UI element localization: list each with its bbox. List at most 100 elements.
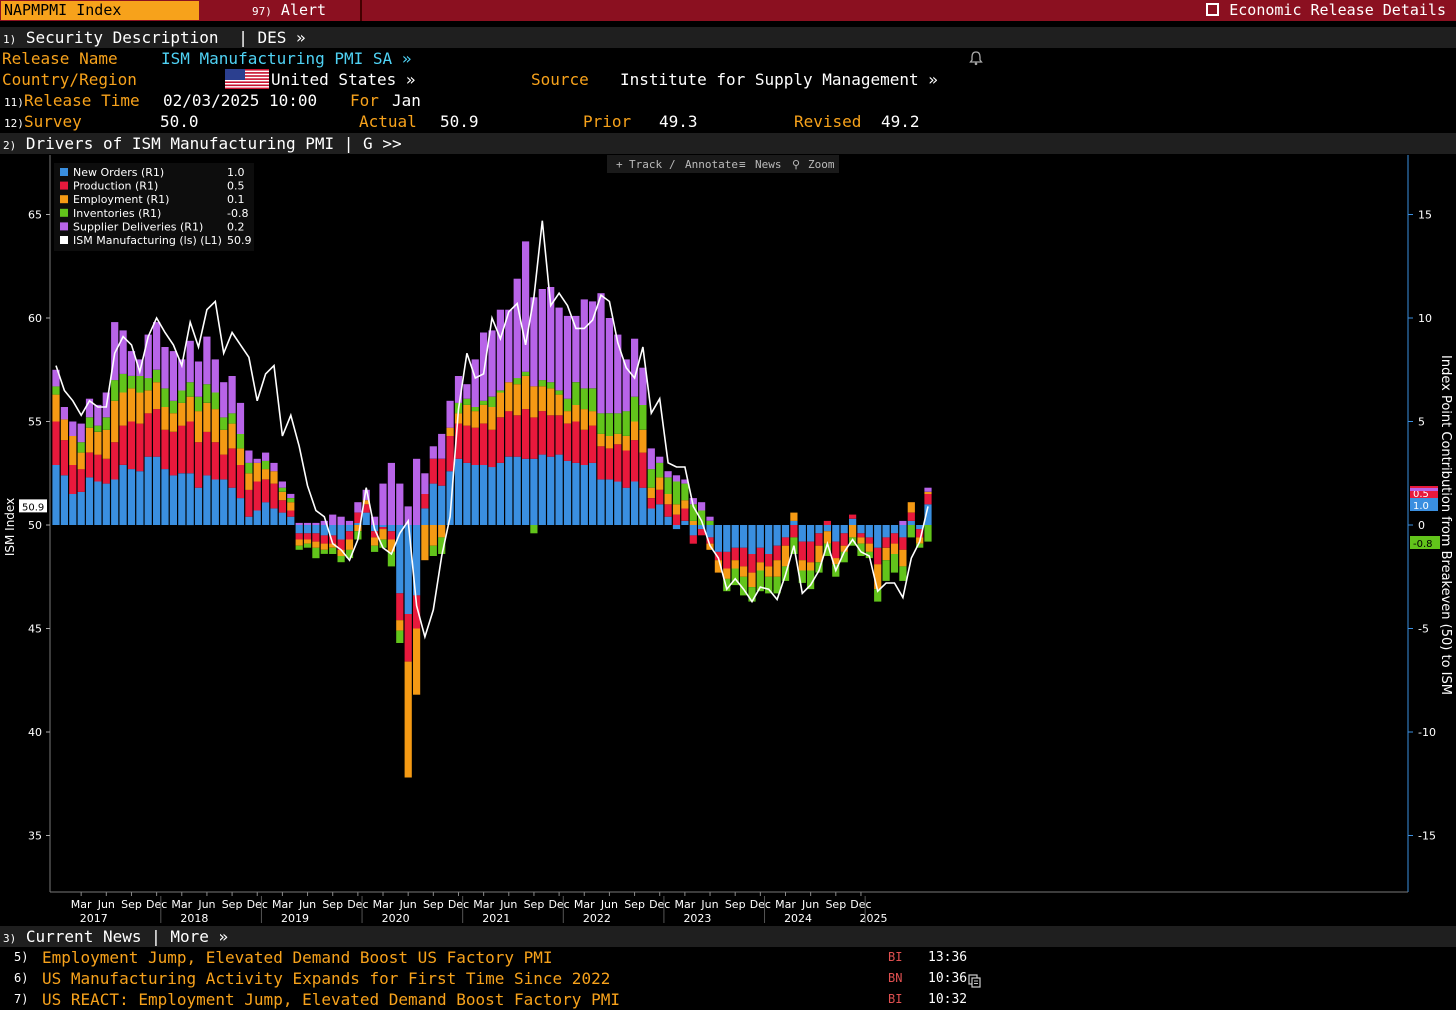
bar-segment-supplier: [463, 384, 471, 399]
x-tick-label: Jun: [700, 898, 718, 911]
bar-segment-new-orders: [312, 525, 320, 534]
source-link[interactable]: Institute for Supply Management »: [620, 70, 938, 89]
bar-segment-new-orders: [597, 479, 605, 525]
bar-segment-employment: [513, 384, 521, 416]
bar-segment-new-orders: [882, 525, 890, 538]
crosshair-icon: +: [616, 158, 623, 171]
bar-segment-employment: [245, 473, 253, 490]
bar-segment-new-orders: [698, 525, 706, 530]
bar-segment-production: [270, 483, 278, 509]
bar-segment-production: [77, 469, 85, 492]
bar-segment-employment: [463, 404, 471, 426]
legend-label: Employment (R1): [73, 193, 169, 206]
bar-segment-supplier: [85, 398, 94, 418]
drivers-chart[interactable]: + Track ∕ Annotate ≡ News ⚲ Zoom 35404550556…: [0, 155, 1456, 925]
zoom-button[interactable]: ⚲ Zoom: [792, 158, 835, 171]
bar-segment-employment: [228, 423, 236, 449]
bar-segment-production: [228, 448, 236, 488]
country-link[interactable]: United States »: [271, 70, 416, 89]
bar-segment-production: [429, 458, 437, 484]
toolbar-divider: [360, 0, 362, 21]
bar-segment-supplier: [480, 332, 488, 401]
news-headline[interactable]: Employment Jump, Elevated Demand Boost U…: [42, 948, 553, 967]
bar-segment-production: [413, 595, 421, 629]
bar-segment-employment: [496, 392, 504, 418]
ticker-field[interactable]: NAPMPMI Index: [1, 1, 199, 20]
release-time-label[interactable]: Release Time: [24, 91, 140, 110]
bar-segment-employment: [287, 502, 295, 511]
bar-segment-production: [614, 444, 622, 482]
bar-segment-inventories: [211, 392, 219, 410]
bar-segment-production: [471, 427, 479, 465]
bar-segment-new-orders: [295, 525, 303, 534]
release-name-link[interactable]: ISM Manufacturing PMI SA »: [161, 49, 412, 68]
x-year-label: 2017: [80, 912, 108, 925]
bar-segment-employment: [153, 382, 161, 410]
annotate-button[interactable]: ∕ Annotate: [669, 158, 738, 171]
bar-segment-production: [572, 421, 580, 463]
bar-segment-supplier: [203, 336, 211, 385]
prior-label: Prior: [583, 112, 632, 131]
bar-segment-supplier: [899, 520, 907, 525]
bar-segment-inventories: [882, 560, 890, 581]
news-item[interactable]: 6) US Manufacturing Activity Expands for…: [0, 968, 1456, 989]
bar-segment-employment: [77, 452, 85, 470]
bar-segment-new-orders: [413, 525, 421, 596]
survey-value: 50.0: [160, 112, 199, 131]
bar-segment-production: [454, 423, 463, 459]
legend-label: New Orders (R1): [73, 166, 164, 179]
bell-icon[interactable]: [968, 50, 984, 70]
bar-segment-inventories: [563, 398, 572, 412]
news-headline[interactable]: US REACT: Employment Jump, Elevated Dema…: [42, 990, 620, 1009]
bar-segment-production: [186, 421, 194, 474]
graph-link[interactable]: | G >>: [343, 134, 402, 153]
legend-value: -0.8: [227, 207, 248, 220]
bar-segment-supplier: [664, 471, 672, 478]
des-link[interactable]: | DES »: [238, 28, 306, 47]
bar-segment-employment: [203, 402, 211, 432]
news-item[interactable]: 5) Employment Jump, Elevated Demand Boos…: [0, 947, 1456, 968]
bar-segment-production: [480, 423, 488, 465]
news-button[interactable]: ≡ News: [739, 158, 782, 171]
bar-segment-supplier: [194, 361, 203, 397]
bar-segment-inventories: [798, 570, 806, 583]
bar-segment-supplier: [312, 522, 320, 525]
bar-segment-employment: [438, 525, 446, 538]
bar-segment-production: [773, 545, 781, 561]
bar-segment-production: [890, 533, 899, 544]
survey-label[interactable]: Survey: [24, 112, 82, 131]
drivers-header[interactable]: 2) Drivers of ISM Manufacturing PMI | G …: [0, 133, 1456, 154]
bar-segment-supplier: [161, 347, 169, 389]
bar-segment-inventories: [379, 539, 387, 548]
bar-segment-inventories: [169, 400, 177, 414]
bar-segment-new-orders: [631, 481, 639, 525]
bar-segment-new-orders: [270, 508, 278, 525]
track-button[interactable]: + Track: [616, 158, 662, 171]
news-item[interactable]: 7) US REACT: Employment Jump, Elevated D…: [0, 989, 1456, 1010]
bar-segment-employment: [278, 491, 286, 501]
alert-button[interactable]: 97) Alert: [252, 0, 326, 22]
bar-segment-new-orders: [52, 465, 60, 525]
security-description-header[interactable]: 1) Security Description | DES »: [0, 27, 1456, 48]
bar-segment-new-orders: [337, 525, 345, 540]
bar-segment-supplier: [295, 522, 303, 525]
attachment-icon: [968, 972, 982, 993]
bar-segment-inventories: [161, 388, 169, 407]
more-link[interactable]: | More »: [151, 927, 229, 946]
economic-release-details-label: Economic Release Details: [1229, 1, 1446, 19]
bar-segment-production: [278, 500, 286, 513]
bar-segment-employment: [580, 409, 588, 430]
bar-segment-new-orders: [865, 525, 873, 538]
x-year-label: 2018: [180, 912, 208, 925]
economic-release-details-button[interactable]: Economic Release Details: [1206, 0, 1446, 21]
bar-segment-new-orders: [438, 485, 446, 525]
bar-segment-employment: [907, 502, 915, 513]
bar-segment-supplier: [153, 322, 161, 370]
bar-segment-employment: [538, 386, 546, 412]
bar-segment-production: [153, 409, 161, 457]
bar-segment-employment: [387, 539, 395, 552]
bar-segment-employment: [220, 429, 228, 455]
current-news-header[interactable]: 3) Current News | More »: [0, 926, 1456, 947]
news-headline[interactable]: US Manufacturing Activity Expands for Fi…: [42, 969, 611, 988]
bar-segment-supplier: [672, 475, 681, 482]
